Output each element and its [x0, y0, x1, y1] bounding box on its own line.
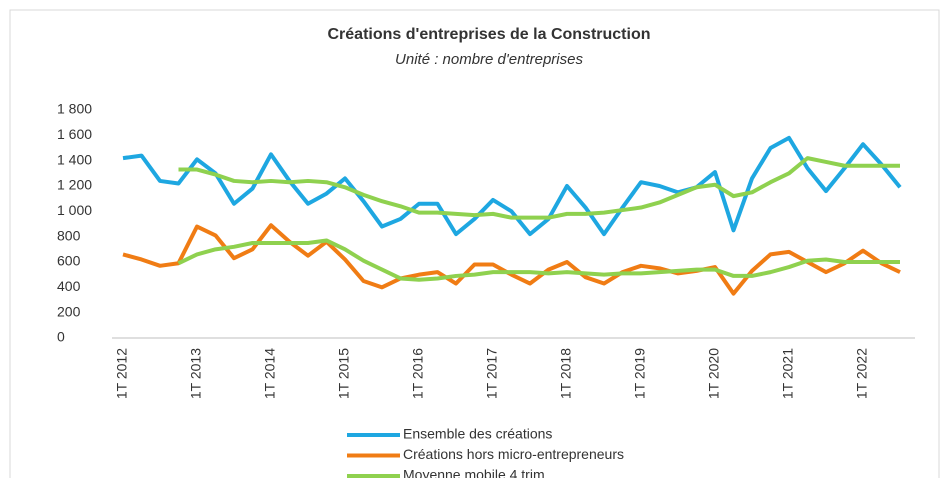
series-line — [177, 238, 900, 282]
chart-subtitle: Unité : nombre d'entreprises — [395, 51, 583, 68]
legend-label: Créations hors micro-entrepreneurs — [403, 446, 624, 462]
x-tick-label: 1T 2014 — [262, 348, 278, 399]
x-tick-label: 1T 2016 — [410, 348, 426, 399]
y-tick-label: 200 — [57, 303, 81, 319]
legend-label: Moyenne mobile 4 trim. — [403, 467, 549, 478]
y-tick-label: 1 800 — [57, 101, 92, 117]
chart-title: Créations d'entreprises de la Constructi… — [328, 26, 651, 43]
x-tick-label: 1T 2013 — [188, 348, 204, 399]
y-tick-label: 600 — [57, 253, 81, 269]
x-tick-label: 1T 2012 — [114, 348, 130, 399]
y-tick-label: 0 — [57, 329, 65, 345]
x-tick-label: 1T 2015 — [336, 348, 352, 399]
x-tick-label: 1T 2020 — [706, 348, 722, 399]
x-tick-label: 1T 2019 — [632, 348, 648, 399]
series-line — [178, 156, 900, 220]
x-tick-label: 1T 2017 — [484, 348, 500, 399]
legend-label: Ensemble des créations — [403, 426, 552, 442]
y-tick-label: 800 — [57, 227, 81, 243]
y-tick-label: 400 — [57, 278, 81, 294]
series-line — [122, 135, 902, 237]
x-tick-label: 1T 2018 — [558, 348, 574, 399]
series-line — [122, 223, 901, 296]
y-tick-label: 1 000 — [57, 202, 92, 218]
chart-border — [9, 9, 940, 478]
x-tick-label: 1T 2021 — [780, 348, 796, 399]
y-tick-label: 1 200 — [57, 177, 92, 193]
y-tick-label: 1 600 — [57, 126, 92, 142]
y-tick-label: 1 400 — [57, 151, 92, 167]
x-tick-label: 1T 2022 — [854, 348, 870, 399]
